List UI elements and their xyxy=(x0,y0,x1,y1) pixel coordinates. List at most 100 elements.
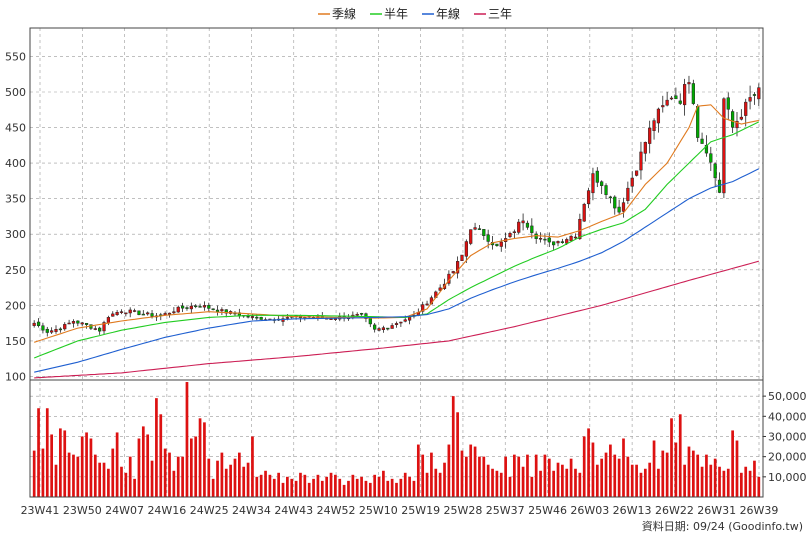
volume-bar xyxy=(159,414,163,497)
candle-body xyxy=(495,243,499,247)
candle-body xyxy=(250,316,255,318)
candle-body xyxy=(569,235,573,242)
volume-bar xyxy=(37,408,40,497)
volume-bar xyxy=(674,442,678,497)
volume-bar xyxy=(726,468,730,497)
candle-body xyxy=(425,303,429,306)
volume-bar xyxy=(176,456,180,497)
volume-bar xyxy=(63,430,67,497)
volume-bars xyxy=(32,382,761,497)
volume-bar xyxy=(661,450,665,497)
candle-body xyxy=(202,305,207,308)
candle-body xyxy=(194,305,198,308)
volume-bar xyxy=(368,482,372,497)
volume-bar xyxy=(259,474,263,497)
volume-bar xyxy=(578,472,582,497)
volume-bar xyxy=(665,452,669,497)
candle-body xyxy=(482,229,486,236)
candle-body xyxy=(456,261,460,274)
candle-body xyxy=(621,202,626,212)
candle-body xyxy=(394,323,399,325)
candle-body xyxy=(220,309,224,312)
candle-body xyxy=(224,309,228,314)
volume-bar xyxy=(438,472,442,497)
volume-bar xyxy=(141,426,145,497)
volume-bar xyxy=(181,456,184,497)
candle-body xyxy=(285,317,289,319)
volume-bar xyxy=(705,454,708,497)
volume-bar xyxy=(163,448,167,497)
volume-tick-label-4: 50,000 xyxy=(768,390,807,403)
volume-bar xyxy=(351,474,355,497)
volume-bar xyxy=(76,456,80,497)
price-tick-label-2: 200 xyxy=(5,299,26,312)
volume-bar xyxy=(59,428,62,497)
candle-body xyxy=(63,324,67,330)
volume-bar xyxy=(246,462,250,497)
volume-bar xyxy=(700,466,704,497)
volume-bar xyxy=(748,470,752,497)
legend-label-3: 三年 xyxy=(488,7,512,21)
volume-bar xyxy=(491,468,494,497)
volume-bar xyxy=(307,482,311,497)
x-tick-label-8: 25W10 xyxy=(359,504,398,517)
candle-body xyxy=(54,329,58,332)
candle-body xyxy=(508,233,512,238)
candle-body xyxy=(137,310,141,315)
candle-body xyxy=(608,196,613,199)
volume-bar xyxy=(155,398,158,497)
volume-bar xyxy=(513,454,516,497)
candle-body xyxy=(643,141,647,154)
candle-body xyxy=(111,313,115,317)
volume-bar xyxy=(648,462,652,497)
volume-bar xyxy=(613,454,617,497)
volume-bar xyxy=(203,422,206,497)
candle-body xyxy=(757,87,761,100)
volume-bar xyxy=(399,478,403,497)
candle-body xyxy=(665,99,669,106)
volume-bar xyxy=(722,470,726,497)
volume-tick-label-0: 10,000 xyxy=(768,471,807,484)
candle-body xyxy=(119,311,124,313)
candle-body xyxy=(652,120,656,131)
candle-body xyxy=(486,234,490,242)
volume-bar xyxy=(478,456,481,497)
volume-plot-frame xyxy=(29,379,764,498)
volume-bar xyxy=(320,480,324,497)
x-tick-label-4: 24W25 xyxy=(190,504,229,517)
volume-bar xyxy=(207,458,211,497)
candle-body xyxy=(752,94,757,96)
volume-bar xyxy=(735,440,739,497)
volume-y-axis: 10,000 20,000 30,000 40,000 50,000 xyxy=(763,390,807,484)
candle-body xyxy=(748,97,752,102)
volume-bar xyxy=(412,480,416,497)
volume-bar xyxy=(32,450,36,497)
volume-bar xyxy=(198,418,202,497)
candle-body xyxy=(172,311,176,314)
candle-body xyxy=(373,324,377,330)
volume-bar xyxy=(643,468,647,497)
volume-bar xyxy=(168,452,171,497)
volume-bar xyxy=(137,438,141,497)
volume-bar xyxy=(534,454,538,497)
candle-body xyxy=(403,319,407,322)
candle-body xyxy=(377,328,381,331)
candle-body xyxy=(744,101,748,116)
candle-body xyxy=(573,236,578,239)
x-tick-label-9: 25W19 xyxy=(401,504,440,517)
volume-bar xyxy=(390,478,394,497)
volume-bar xyxy=(591,442,595,497)
volume-bar xyxy=(460,450,464,497)
volume-tick-label-1: 20,000 xyxy=(768,451,807,464)
candle-body xyxy=(58,328,62,331)
candle-body xyxy=(696,106,700,138)
candle-body xyxy=(709,153,713,163)
candle-body xyxy=(534,233,538,239)
volume-bar xyxy=(574,468,577,497)
candle-body xyxy=(604,185,608,195)
candle-body xyxy=(50,330,54,333)
candle-body xyxy=(180,305,185,309)
volume-bar xyxy=(744,466,748,497)
candle-body xyxy=(45,328,49,333)
